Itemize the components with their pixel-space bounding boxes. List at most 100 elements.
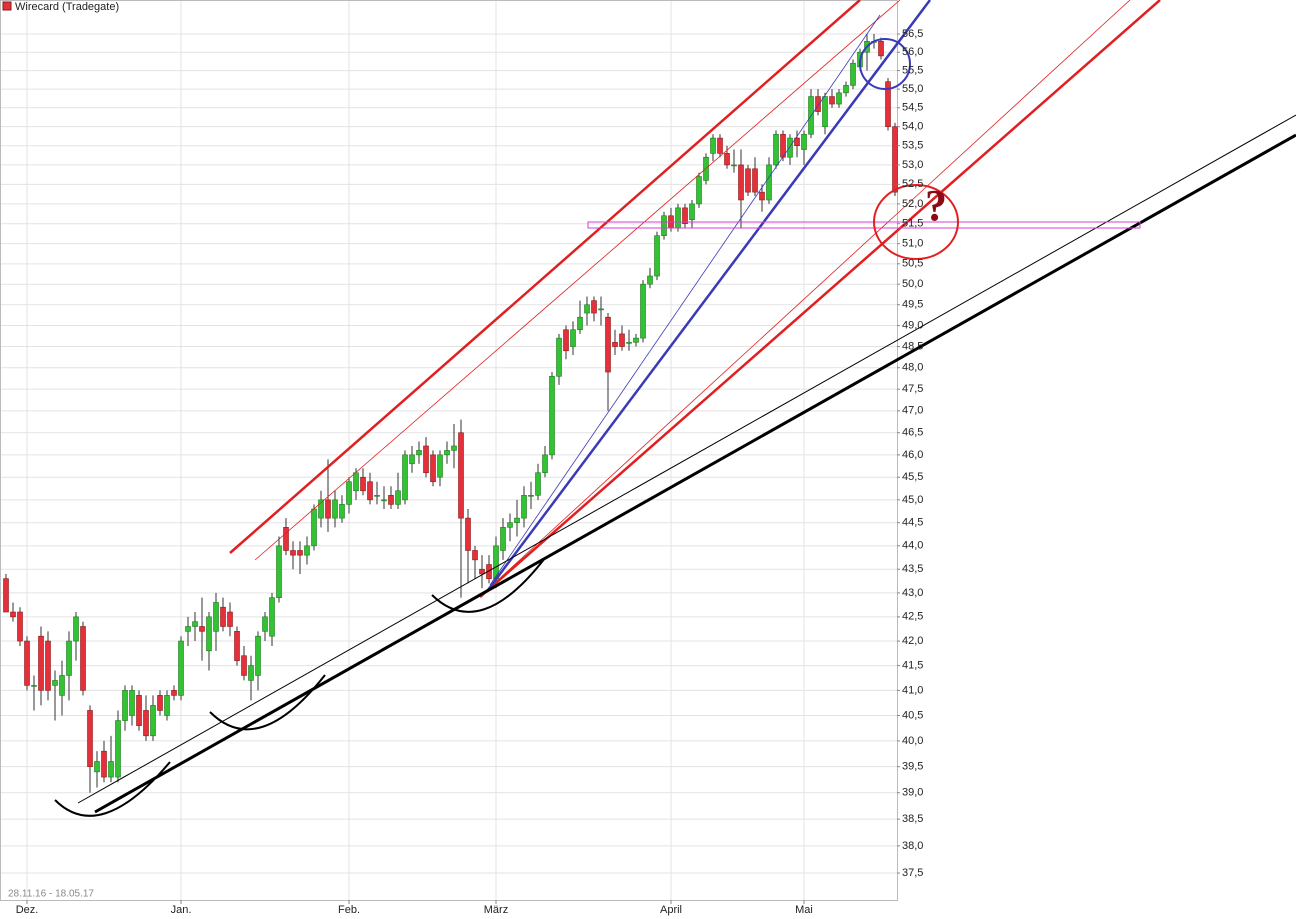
candle-body [346,481,352,505]
chart-title: Wirecard (Tradegate) [15,1,119,13]
candle-body [612,342,618,347]
candle-body [395,490,401,505]
y-tick-label: 52,5 [902,178,923,190]
candle-body [773,133,779,166]
highlight-circle [859,38,911,90]
y-tick-label: 40,5 [902,709,923,721]
candle-body [45,640,51,691]
candle-body [143,710,149,737]
y-tick-label: 39,0 [902,787,923,799]
candle-body [731,164,737,167]
candle-body [836,92,842,105]
date-range: 28.11.16 - 18.05.17 [8,889,94,900]
candle-body [150,705,156,737]
candle-body [297,550,303,556]
candle-body [892,126,898,193]
candle-body [444,450,450,456]
candle-body [437,454,443,478]
annotation: ? [925,181,947,230]
y-tick-label: 46,0 [902,449,923,461]
candle-body [213,602,219,632]
candle-body [710,137,716,154]
y-tick-label: 37,5 [902,867,923,879]
candle-body [717,137,723,154]
candle-body [269,597,275,637]
candle-body [339,504,345,519]
y-tick-label: 50,5 [902,258,923,270]
curve [431,557,546,613]
y-tick-label: 45,0 [902,494,923,506]
candle-body [31,685,37,687]
candle-body [759,191,765,201]
candle-body [542,454,548,474]
candle-body [374,495,380,497]
y-tick-label: 51,0 [902,238,923,250]
candle-body [570,329,576,347]
x-tick-label: Dez. [16,904,39,916]
y-tick-label: 42,5 [902,611,923,623]
candle-body [878,40,884,57]
y-tick-label: 46,5 [902,427,923,439]
candle-body [563,329,569,352]
trend-line [489,14,881,586]
candle-body [794,137,800,147]
candle-body [619,333,625,347]
candle-body [17,611,23,642]
candle-body [528,495,534,497]
y-tick-label: 44,0 [902,540,923,552]
candle-body [136,695,142,726]
plot-frame [0,0,898,901]
y-tick-label: 45,5 [902,471,923,483]
trend-line [77,114,1296,804]
candle-body [192,621,198,627]
candle-body [318,499,324,519]
trend-line [254,0,901,561]
candle-body [535,472,541,496]
candle-body [3,578,9,613]
candle-body [115,720,121,778]
candle-body [451,445,457,451]
candle-body [850,62,856,86]
candle-body [101,750,107,778]
candle-body [381,499,387,502]
candle-body [59,675,65,696]
candle-body [87,710,93,767]
candle-body [465,517,471,551]
candle-body [521,495,527,519]
candle-body [500,527,506,551]
candle-body [605,316,611,373]
candle-body [787,137,793,158]
candle-body [829,96,835,105]
y-tick-label: 56,5 [902,28,923,40]
x-tick-label: April [660,904,682,916]
candle-body [815,96,821,112]
candle-body [234,631,240,661]
y-tick-label: 43,0 [902,587,923,599]
y-tick-label: 42,0 [902,635,923,647]
candle-body [199,626,205,632]
candle-body [38,635,44,691]
candle-body [94,761,100,773]
trend-line [486,0,1131,591]
candle-body [591,300,597,314]
candle-body [752,168,758,193]
y-tick-label: 53,5 [902,140,923,152]
candle-body [647,275,653,285]
candle-body [738,164,744,201]
candle-body [304,545,310,556]
candle-body [332,499,338,519]
candle-body [409,454,415,465]
candle-body [766,164,772,201]
candle-body [283,527,289,551]
x-tick-label: Feb. [338,904,360,916]
candle-body [108,761,114,778]
y-tick-label: 41,0 [902,684,923,696]
y-tick-label: 39,5 [902,761,923,773]
candle-body [472,550,478,561]
y-tick-label: 51,5 [902,218,923,230]
y-tick-label: 47,5 [902,383,923,395]
candle-body [458,432,464,519]
y-tick-label: 47,0 [902,405,923,417]
candle-body [80,626,86,691]
y-tick-label: 38,5 [902,813,923,825]
